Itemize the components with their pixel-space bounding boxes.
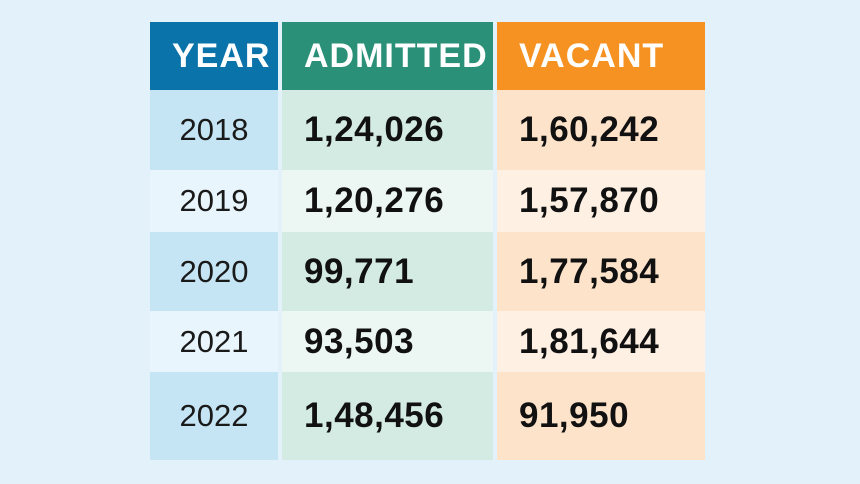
header-admitted: ADMITTED: [282, 22, 493, 90]
table-cell-vacant: 1,57,870: [497, 170, 705, 232]
table-cell-admitted: 1,48,456: [282, 372, 493, 460]
table-cell-year: 2021: [150, 311, 278, 372]
data-table: YEAR ADMITTED VACANT 2018 1,24,026 1,60,24…: [150, 22, 705, 460]
table-cell-year: 2020: [150, 232, 278, 311]
table-cell-vacant: 1,60,242: [497, 90, 705, 170]
table-cell-year: 2018: [150, 90, 278, 170]
table-cell-vacant: 1,77,584: [497, 232, 705, 311]
header-vacant: VACANT: [497, 22, 705, 90]
table-cell-vacant: 1,81,644: [497, 311, 705, 372]
header-year: YEAR: [150, 22, 278, 90]
table-cell-admitted: 1,20,276: [282, 170, 493, 232]
table-cell-admitted: 99,771: [282, 232, 493, 311]
table-cell-year: 2022: [150, 372, 278, 460]
table-cell-admitted: 1,24,026: [282, 90, 493, 170]
table-cell-year: 2019: [150, 170, 278, 232]
table-cell-vacant: 91,950: [497, 372, 705, 460]
table-cell-admitted: 93,503: [282, 311, 493, 372]
